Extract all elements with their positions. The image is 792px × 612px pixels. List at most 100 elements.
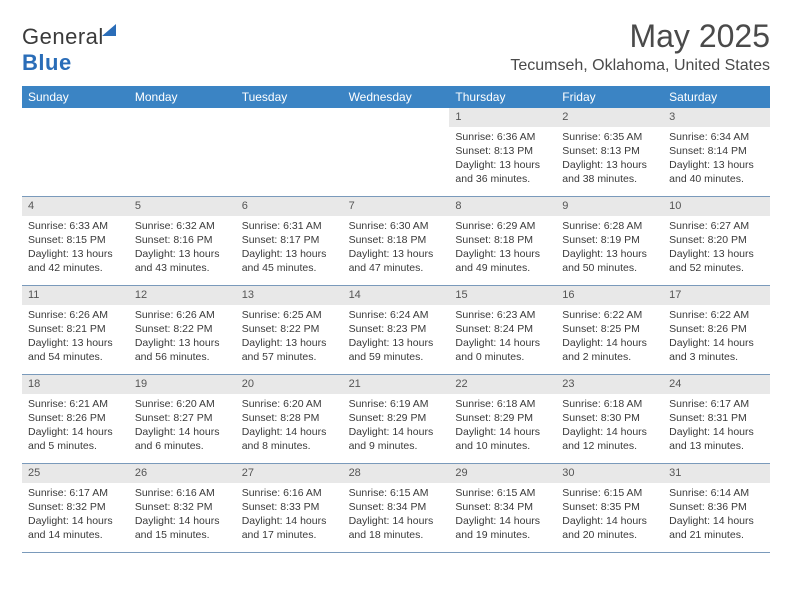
daylight-text: Daylight: 14 hours (669, 336, 764, 350)
day-number: 29 (449, 464, 556, 483)
day-cell: 15Sunrise: 6:23 AMSunset: 8:24 PMDayligh… (449, 286, 556, 374)
sunrise-text: Sunrise: 6:22 AM (669, 308, 764, 322)
daylight-text: Daylight: 13 hours (349, 336, 444, 350)
brand-part1: General (22, 24, 104, 49)
sunrise-text: Sunrise: 6:17 AM (28, 486, 123, 500)
daylight-text: Daylight: 13 hours (135, 247, 230, 261)
weekday-label: Wednesday (343, 86, 450, 108)
weekday-label: Sunday (22, 86, 129, 108)
brand-text: General Blue (22, 24, 116, 76)
weeks-container: 1Sunrise: 6:36 AMSunset: 8:13 PMDaylight… (22, 108, 770, 553)
daylight-text: and 38 minutes. (562, 172, 657, 186)
day-cell (343, 108, 450, 196)
day-number: 31 (663, 464, 770, 483)
day-details: Sunrise: 6:16 AMSunset: 8:33 PMDaylight:… (236, 483, 343, 547)
daylight-text: and 2 minutes. (562, 350, 657, 364)
daylight-text: and 13 minutes. (669, 439, 764, 453)
day-cell: 22Sunrise: 6:18 AMSunset: 8:29 PMDayligh… (449, 375, 556, 463)
sunset-text: Sunset: 8:18 PM (349, 233, 444, 247)
weekday-label: Friday (556, 86, 663, 108)
weekday-label: Saturday (663, 86, 770, 108)
day-cell: 7Sunrise: 6:30 AMSunset: 8:18 PMDaylight… (343, 197, 450, 285)
week-row: 11Sunrise: 6:26 AMSunset: 8:21 PMDayligh… (22, 286, 770, 375)
sunset-text: Sunset: 8:14 PM (669, 144, 764, 158)
weekday-label: Thursday (449, 86, 556, 108)
daylight-text: Daylight: 13 hours (135, 336, 230, 350)
sunrise-text: Sunrise: 6:36 AM (455, 130, 550, 144)
sunrise-text: Sunrise: 6:19 AM (349, 397, 444, 411)
week-row: 25Sunrise: 6:17 AMSunset: 8:32 PMDayligh… (22, 464, 770, 553)
daylight-text: and 0 minutes. (455, 350, 550, 364)
sunrise-text: Sunrise: 6:21 AM (28, 397, 123, 411)
day-cell (22, 108, 129, 196)
day-number: 5 (129, 197, 236, 216)
daylight-text: Daylight: 14 hours (455, 514, 550, 528)
day-number: 1 (449, 108, 556, 127)
day-cell: 27Sunrise: 6:16 AMSunset: 8:33 PMDayligh… (236, 464, 343, 552)
daylight-text: Daylight: 14 hours (242, 514, 337, 528)
daylight-text: Daylight: 13 hours (669, 247, 764, 261)
sunrise-text: Sunrise: 6:18 AM (455, 397, 550, 411)
daylight-text: and 52 minutes. (669, 261, 764, 275)
day-cell (236, 108, 343, 196)
day-number: 26 (129, 464, 236, 483)
daylight-text: and 49 minutes. (455, 261, 550, 275)
sunrise-text: Sunrise: 6:26 AM (28, 308, 123, 322)
daylight-text: Daylight: 14 hours (242, 425, 337, 439)
day-cell: 30Sunrise: 6:15 AMSunset: 8:35 PMDayligh… (556, 464, 663, 552)
sunrise-text: Sunrise: 6:25 AM (242, 308, 337, 322)
daylight-text: Daylight: 14 hours (669, 425, 764, 439)
day-number: 8 (449, 197, 556, 216)
day-cell: 8Sunrise: 6:29 AMSunset: 8:18 PMDaylight… (449, 197, 556, 285)
day-number: 14 (343, 286, 450, 305)
day-cell: 16Sunrise: 6:22 AMSunset: 8:25 PMDayligh… (556, 286, 663, 374)
sunrise-text: Sunrise: 6:28 AM (562, 219, 657, 233)
day-number: 19 (129, 375, 236, 394)
day-cell: 4Sunrise: 6:33 AMSunset: 8:15 PMDaylight… (22, 197, 129, 285)
day-details: Sunrise: 6:28 AMSunset: 8:19 PMDaylight:… (556, 216, 663, 280)
day-number (343, 108, 450, 112)
day-details: Sunrise: 6:22 AMSunset: 8:26 PMDaylight:… (663, 305, 770, 369)
daylight-text: Daylight: 14 hours (562, 336, 657, 350)
location: Tecumseh, Oklahoma, United States (510, 57, 770, 75)
day-details: Sunrise: 6:22 AMSunset: 8:25 PMDaylight:… (556, 305, 663, 369)
daylight-text: and 36 minutes. (455, 172, 550, 186)
daylight-text: Daylight: 14 hours (349, 514, 444, 528)
sunrise-text: Sunrise: 6:15 AM (455, 486, 550, 500)
day-cell: 13Sunrise: 6:25 AMSunset: 8:22 PMDayligh… (236, 286, 343, 374)
brand-logo: General Blue (22, 18, 116, 76)
day-number (236, 108, 343, 112)
sunset-text: Sunset: 8:26 PM (669, 322, 764, 336)
sunrise-text: Sunrise: 6:35 AM (562, 130, 657, 144)
day-number: 22 (449, 375, 556, 394)
daylight-text: and 21 minutes. (669, 528, 764, 542)
daylight-text: and 8 minutes. (242, 439, 337, 453)
sunset-text: Sunset: 8:18 PM (455, 233, 550, 247)
sunset-text: Sunset: 8:15 PM (28, 233, 123, 247)
day-cell: 29Sunrise: 6:15 AMSunset: 8:34 PMDayligh… (449, 464, 556, 552)
day-details: Sunrise: 6:15 AMSunset: 8:34 PMDaylight:… (343, 483, 450, 547)
day-cell: 31Sunrise: 6:14 AMSunset: 8:36 PMDayligh… (663, 464, 770, 552)
sunrise-text: Sunrise: 6:32 AM (135, 219, 230, 233)
daylight-text: and 9 minutes. (349, 439, 444, 453)
day-details: Sunrise: 6:30 AMSunset: 8:18 PMDaylight:… (343, 216, 450, 280)
day-cell: 21Sunrise: 6:19 AMSunset: 8:29 PMDayligh… (343, 375, 450, 463)
day-cell: 5Sunrise: 6:32 AMSunset: 8:16 PMDaylight… (129, 197, 236, 285)
day-number: 11 (22, 286, 129, 305)
day-number: 13 (236, 286, 343, 305)
daylight-text: Daylight: 14 hours (28, 514, 123, 528)
day-details: Sunrise: 6:35 AMSunset: 8:13 PMDaylight:… (556, 127, 663, 191)
sunrise-text: Sunrise: 6:34 AM (669, 130, 764, 144)
daylight-text: and 20 minutes. (562, 528, 657, 542)
sunset-text: Sunset: 8:35 PM (562, 500, 657, 514)
day-details: Sunrise: 6:19 AMSunset: 8:29 PMDaylight:… (343, 394, 450, 458)
day-cell: 14Sunrise: 6:24 AMSunset: 8:23 PMDayligh… (343, 286, 450, 374)
day-details: Sunrise: 6:17 AMSunset: 8:32 PMDaylight:… (22, 483, 129, 547)
daylight-text: and 17 minutes. (242, 528, 337, 542)
day-details: Sunrise: 6:32 AMSunset: 8:16 PMDaylight:… (129, 216, 236, 280)
daylight-text: Daylight: 13 hours (28, 336, 123, 350)
day-details: Sunrise: 6:15 AMSunset: 8:35 PMDaylight:… (556, 483, 663, 547)
header: General Blue May 2025 Tecumseh, Oklahoma… (22, 18, 770, 76)
daylight-text: Daylight: 14 hours (349, 425, 444, 439)
day-number: 9 (556, 197, 663, 216)
